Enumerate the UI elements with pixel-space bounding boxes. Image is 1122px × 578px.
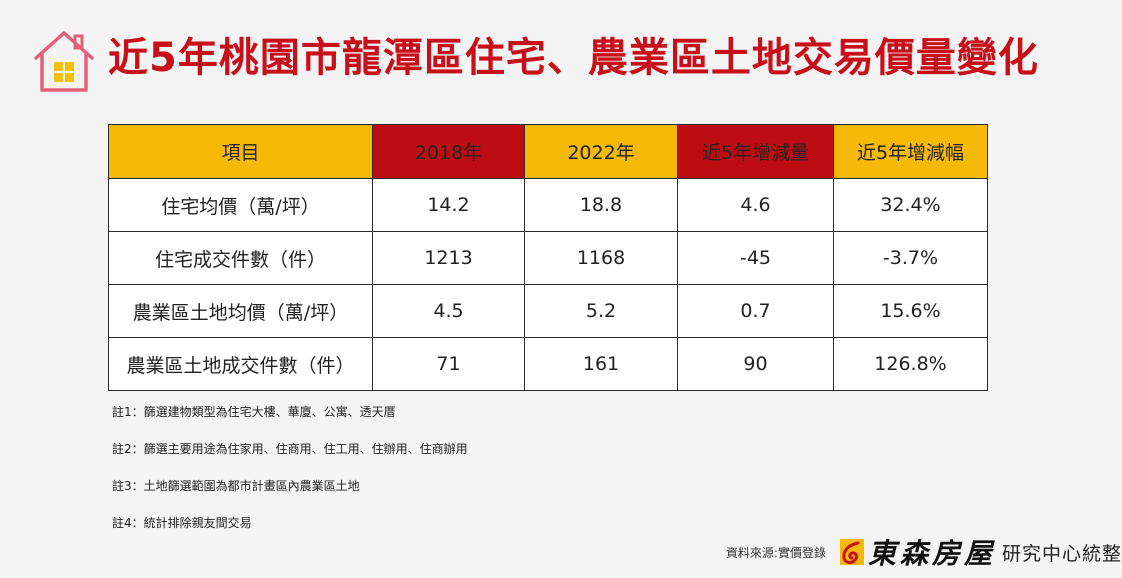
header-item: 項目 [108,124,373,179]
footnotes: 註1：篩選建物類型為住宅大樓、華廈、公寓、透天厝 註2：篩選主要用途為住家用、住… [112,404,468,552]
row-item: 農業區土地成交件數（件） [108,337,373,391]
value-2022: 18.8 [524,178,678,232]
value-change-pct: -3.7% [833,231,988,285]
value-2022: 5.2 [524,284,678,338]
row-item: 農業區土地均價（萬/坪） [108,284,373,338]
header-change: 近5年增減量 [677,124,834,179]
page-title: 近5年桃園市龍潭區住宅、農業區土地交易價量變化 [108,35,1039,81]
footnote: 註2：篩選主要用途為住家用、住商用、住工用、住辦用、住商辦用 [112,442,468,456]
value-change-pct: 32.4% [833,178,988,232]
table-row: 住宅成交件數（件） 1213 1168 -45 -3.7% [108,231,988,285]
header-change-pct: 近5年增減幅 [833,124,988,179]
footnote: 註4：統計排除親友間交易 [112,516,252,530]
house-icon [34,31,94,92]
header-2022: 2022年 [524,124,678,179]
table-row: 農業區土地成交件數（件） 71 161 90 126.8% [108,337,988,391]
value-2018: 71 [372,337,525,391]
research-center: 研究中心統整 [1001,542,1122,565]
header-2018: 2018年 [372,124,525,179]
footer: 資料來源:實價登錄 東森房屋 研究中心統整 [726,532,1122,572]
row-item: 住宅均價（萬/坪） [108,178,373,232]
table-row: 農業區土地均價（萬/坪） 4.5 5.2 0.7 15.6% [108,284,988,338]
value-2018: 4.5 [372,284,525,338]
value-change: 90 [677,337,834,391]
row-item: 住宅成交件數（件） [108,231,373,285]
table-row: 住宅均價（萬/坪） 14.2 18.8 4.6 32.4% [108,178,988,232]
value-2018: 1213 [372,231,525,285]
brand-name: 東森房屋 [867,537,996,570]
value-change-pct: 15.6% [833,284,988,338]
brand-logo-mark [839,539,864,565]
value-change: 4.6 [677,178,834,232]
value-change: 0.7 [677,284,834,338]
value-2022: 161 [524,337,678,391]
data-source: 資料來源:實價登錄 [725,545,826,560]
value-2022: 1168 [524,231,678,285]
price-volume-table: 項目 2018年 2022年 近5年增減量 近5年增減幅 住宅均價（萬/坪） 1… [108,124,988,391]
footnote: 註3：土地篩選範圍為都市計畫區內農業區土地 [112,479,360,493]
value-change-pct: 126.8% [833,337,988,391]
table-header-row: 項目 2018年 2022年 近5年增減量 近5年增減幅 [108,124,988,179]
footnote: 註1：篩選建物類型為住宅大樓、華廈、公寓、透天厝 [112,405,396,419]
value-change: -45 [677,231,834,285]
value-2018: 14.2 [372,178,525,232]
